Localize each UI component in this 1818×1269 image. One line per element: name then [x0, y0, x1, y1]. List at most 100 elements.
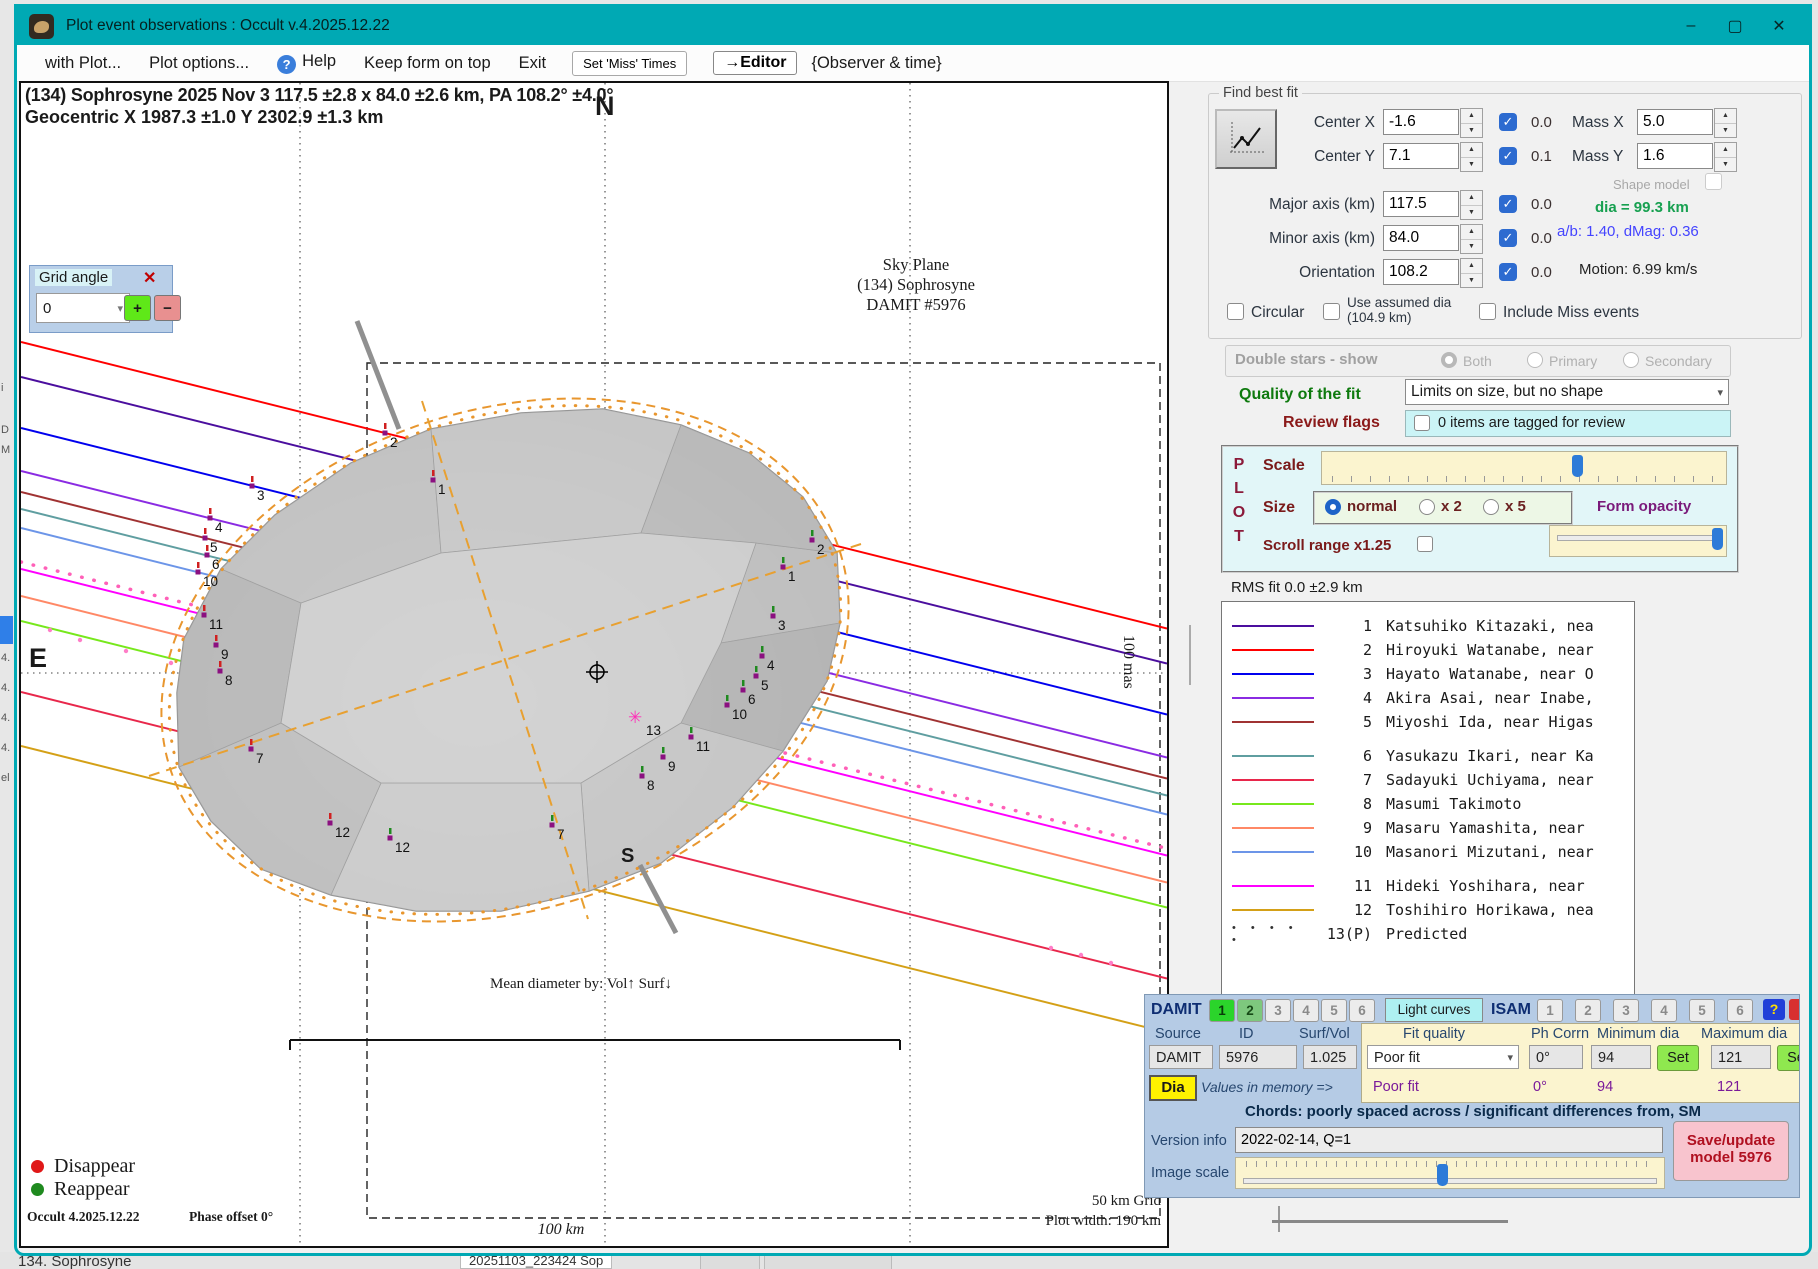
set-miss-times-button[interactable]: Set 'Miss' Times [572, 51, 687, 76]
editor-button[interactable]: →Editor [713, 51, 797, 75]
orientation-checkbox[interactable]: ✓ [1499, 263, 1517, 281]
center-x-stepper[interactable]: ▲▼ [1460, 108, 1483, 138]
include-miss-checkbox[interactable] [1479, 303, 1496, 320]
observer-list[interactable]: 1Katsuhiko Kitazaki, nea 2Hiroyuki Watan… [1221, 601, 1635, 1001]
mass-y-stepper[interactable]: ▲▼ [1714, 142, 1737, 172]
observer-row-4[interactable]: 4Akira Asai, near Inabe, [1222, 686, 1634, 710]
chord-marker-left-6 [205, 553, 210, 558]
major-axis-input[interactable] [1383, 191, 1459, 217]
damit-button-6[interactable]: 6 [1349, 999, 1375, 1022]
use-assumed-checkbox[interactable] [1323, 303, 1340, 320]
menu-plot-options[interactable]: Plot options... [149, 54, 249, 73]
scrollbar-fragment[interactable] [1278, 1206, 1280, 1232]
menu-keep-on-top[interactable]: Keep form on top [364, 54, 491, 73]
damit-button-4[interactable]: 4 [1293, 999, 1319, 1022]
scroll-range-checkbox[interactable] [1417, 536, 1433, 552]
fit-chart-button[interactable] [1215, 109, 1277, 169]
isam-button-1[interactable]: 1 [1537, 999, 1563, 1022]
double-both-radio[interactable] [1441, 352, 1457, 368]
minor-axis-stepper[interactable]: ▲▼ [1460, 224, 1483, 254]
scale-slider-thumb[interactable] [1572, 455, 1583, 477]
observer-row-13(P)[interactable]: • • • • •13(P)Predicted [1222, 922, 1634, 946]
include-miss-label: Include Miss events [1503, 304, 1639, 322]
observer-time-label[interactable]: {Observer & time} [811, 54, 941, 73]
review-flags-checkbox[interactable] [1414, 415, 1430, 431]
observer-row-11[interactable]: 11Hideki Yoshihara, near [1222, 874, 1634, 898]
scrollbar-fragment[interactable] [1272, 1220, 1508, 1223]
size-normal-radio[interactable] [1325, 499, 1341, 515]
help-button[interactable]: ? [1763, 999, 1785, 1020]
menu-help[interactable]: ?Help [277, 52, 336, 74]
center-y-stepper[interactable]: ▲▼ [1460, 142, 1483, 172]
reappear-tick [755, 666, 758, 672]
size-x5-radio[interactable] [1483, 499, 1499, 515]
dia-button[interactable]: Dia [1149, 1075, 1197, 1101]
grid-angle-plus-button[interactable]: + [124, 295, 151, 321]
fit-quality-select[interactable]: Poor fit ▾ [1367, 1045, 1519, 1069]
damit-button-2[interactable]: 2 [1237, 999, 1263, 1022]
mass-x-stepper[interactable]: ▲▼ [1714, 108, 1737, 138]
maximize-button[interactable]: ▢ [1713, 11, 1757, 41]
grid-angle-select[interactable]: 0 ▾ [36, 293, 130, 323]
damit-button-3[interactable]: 3 [1265, 999, 1291, 1022]
isam-button-4[interactable]: 4 [1651, 999, 1677, 1022]
isam-button-3[interactable]: 3 [1613, 999, 1639, 1022]
sky-plane-plot[interactable]: 112233445566101011119988771212✳13 (134) … [19, 81, 1169, 1248]
observer-row-5[interactable]: 5Miyoshi Ida, near Higas [1222, 710, 1634, 734]
observer-row-12[interactable]: 12Toshihiro Horikawa, nea [1222, 898, 1634, 922]
center-x-checkbox[interactable]: ✓ [1499, 113, 1517, 131]
image-scale-slider[interactable] [1235, 1157, 1665, 1189]
damit-button-1[interactable]: 1 [1209, 999, 1235, 1022]
max-dia-set-button[interactable]: Set [1777, 1045, 1800, 1071]
form-opacity-thumb[interactable] [1712, 528, 1723, 550]
observer-row-1[interactable]: 1Katsuhiko Kitazaki, nea [1222, 614, 1634, 638]
grid-angle-minus-button[interactable]: − [154, 295, 181, 321]
close-button[interactable]: ✕ [1757, 11, 1801, 41]
image-scale-thumb[interactable] [1437, 1164, 1448, 1186]
size-x2-radio[interactable] [1419, 499, 1435, 515]
observer-row-2[interactable]: 2Hiroyuki Watanabe, near [1222, 638, 1634, 662]
observer-row-10[interactable]: 10Masanori Mizutani, near [1222, 840, 1634, 864]
title-bar[interactable]: Plot event observations : Occult v.4.202… [17, 7, 1809, 45]
minor-axis-input[interactable] [1383, 225, 1459, 251]
quality-select[interactable]: Limits on size, but no shape ▾ [1405, 379, 1729, 405]
minimize-button[interactable]: – [1669, 11, 1713, 41]
observer-row-7[interactable]: 7Sadayuki Uchiyama, near [1222, 768, 1634, 792]
light-curves-button[interactable]: Light curves [1385, 998, 1483, 1022]
observer-row-9[interactable]: 9Masaru Yamashita, near [1222, 816, 1634, 840]
center-y-checkbox[interactable]: ✓ [1499, 147, 1517, 165]
grid-angle-close-icon[interactable]: ✕ [143, 268, 156, 288]
isam-button-5[interactable]: 5 [1689, 999, 1715, 1022]
mass-y-input[interactable] [1637, 143, 1713, 169]
major-axis-checkbox[interactable]: ✓ [1499, 195, 1517, 213]
save-update-button[interactable]: Save/updatemodel 5976 [1673, 1121, 1789, 1181]
disappear-tick [204, 528, 207, 534]
scale-slider[interactable] [1321, 451, 1727, 485]
center-x-input[interactable] [1383, 109, 1459, 135]
minor-axis-checkbox[interactable]: ✓ [1499, 229, 1517, 247]
damit-button-5[interactable]: 5 [1321, 999, 1347, 1022]
isam-button-6[interactable]: 6 [1727, 999, 1753, 1022]
chord-marker-left-7 [249, 747, 254, 752]
major-axis-stepper[interactable]: ▲▼ [1460, 190, 1483, 220]
menu-exit[interactable]: Exit [519, 54, 547, 73]
center-y-input[interactable] [1383, 143, 1459, 169]
orientation-stepper[interactable]: ▲▼ [1460, 258, 1483, 288]
double-secondary-radio[interactable] [1623, 352, 1639, 368]
orientation-input[interactable] [1383, 259, 1459, 285]
observer-row-3[interactable]: 3Hayato Watanabe, near O [1222, 662, 1634, 686]
observer-row-6[interactable]: 6Yasukazu Ikari, near Ka [1222, 744, 1634, 768]
observer-number: 10 [1314, 843, 1372, 861]
shape-model-checkbox[interactable] [1705, 173, 1722, 190]
circular-checkbox[interactable] [1227, 303, 1244, 320]
observer-row-8[interactable]: 8Masumi Takimoto [1222, 792, 1634, 816]
menu-with-plot[interactable]: with Plot... [45, 54, 121, 73]
isam-button-2[interactable]: 2 [1575, 999, 1601, 1022]
form-opacity-slider[interactable] [1549, 525, 1727, 557]
mass-x-input[interactable] [1637, 109, 1713, 135]
min-dia-set-button[interactable]: Set [1657, 1045, 1699, 1071]
double-primary-radio[interactable] [1527, 352, 1543, 368]
close-panel-button[interactable] [1789, 999, 1800, 1020]
splitter[interactable] [1189, 625, 1191, 685]
version-info-input[interactable] [1235, 1127, 1663, 1153]
